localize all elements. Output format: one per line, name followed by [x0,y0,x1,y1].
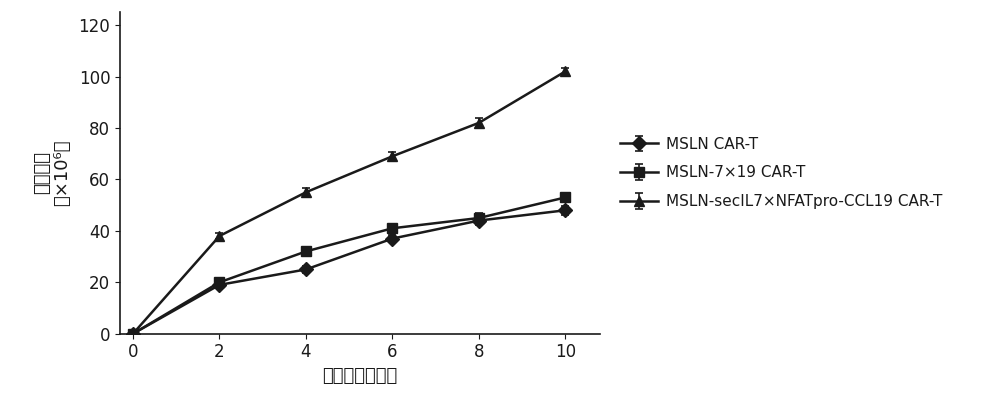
X-axis label: 培养时间（天）: 培养时间（天） [322,367,398,385]
Y-axis label: 细胞数量
（×10⁶）: 细胞数量 （×10⁶） [33,140,72,206]
Legend: MSLN CAR-T, MSLN-7×19 CAR-T, MSLN-secIL7×NFATpro-CCL19 CAR-T: MSLN CAR-T, MSLN-7×19 CAR-T, MSLN-secIL7… [612,129,950,217]
